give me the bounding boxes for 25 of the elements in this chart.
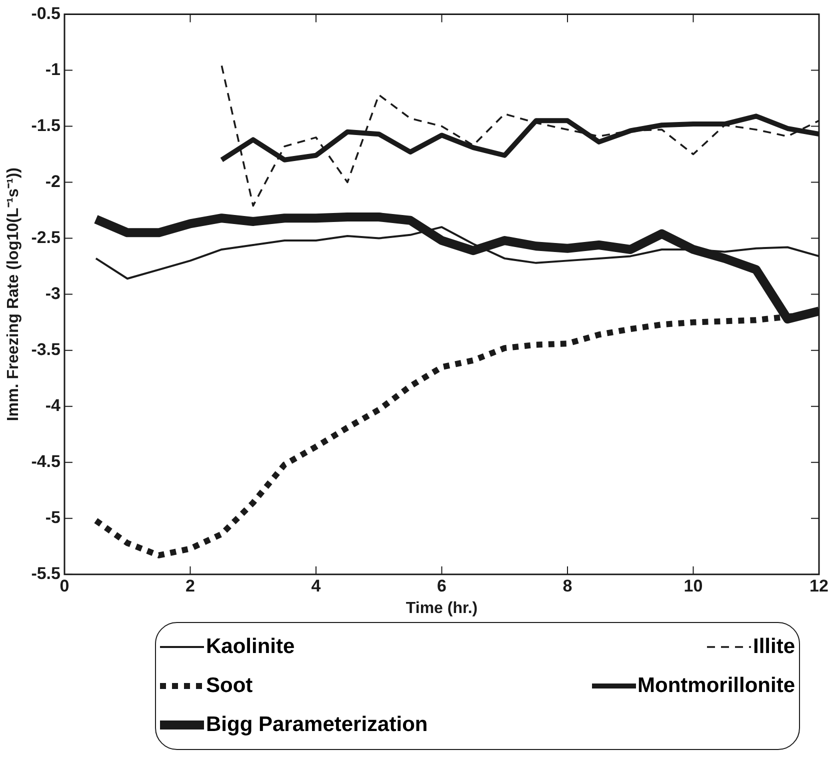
- legend-label: Bigg Parameterization: [206, 713, 428, 738]
- x-axis-title: Time (hr.): [406, 600, 478, 617]
- x-tick-label: 10: [684, 576, 703, 596]
- x-tick-label: 4: [311, 576, 322, 596]
- x-tick-label: 0: [60, 576, 70, 596]
- legend-label: Montmorillonite: [638, 674, 795, 698]
- legend-label: Kaolinite: [206, 634, 295, 659]
- y-tick-label: -1.5: [31, 116, 60, 135]
- y-tick-label: -5: [45, 508, 60, 528]
- y-tick-label: -0.5: [31, 4, 60, 23]
- y-tick-label: -1: [45, 60, 60, 79]
- x-tick-label: 12: [810, 576, 828, 596]
- y-axis-title: Imm. Freezing Rate (log10(L⁻¹s⁻¹)): [5, 168, 22, 422]
- legend-label: Soot: [206, 674, 253, 698]
- x-tick-label: 6: [437, 576, 446, 596]
- x-tick-label: 2: [186, 576, 195, 596]
- y-tick-label: -3: [45, 284, 60, 303]
- y-tick-label: -4.5: [31, 452, 60, 472]
- y-tick-label: -2.5: [31, 228, 60, 247]
- y-tick-label: -3.5: [31, 340, 60, 360]
- legend-label: Illite: [752, 634, 795, 659]
- y-tick-label: -2: [45, 172, 60, 191]
- y-tick-label: -4: [45, 396, 62, 416]
- y-tick-label: -5.5: [31, 564, 60, 584]
- x-tick-label: 8: [562, 576, 572, 596]
